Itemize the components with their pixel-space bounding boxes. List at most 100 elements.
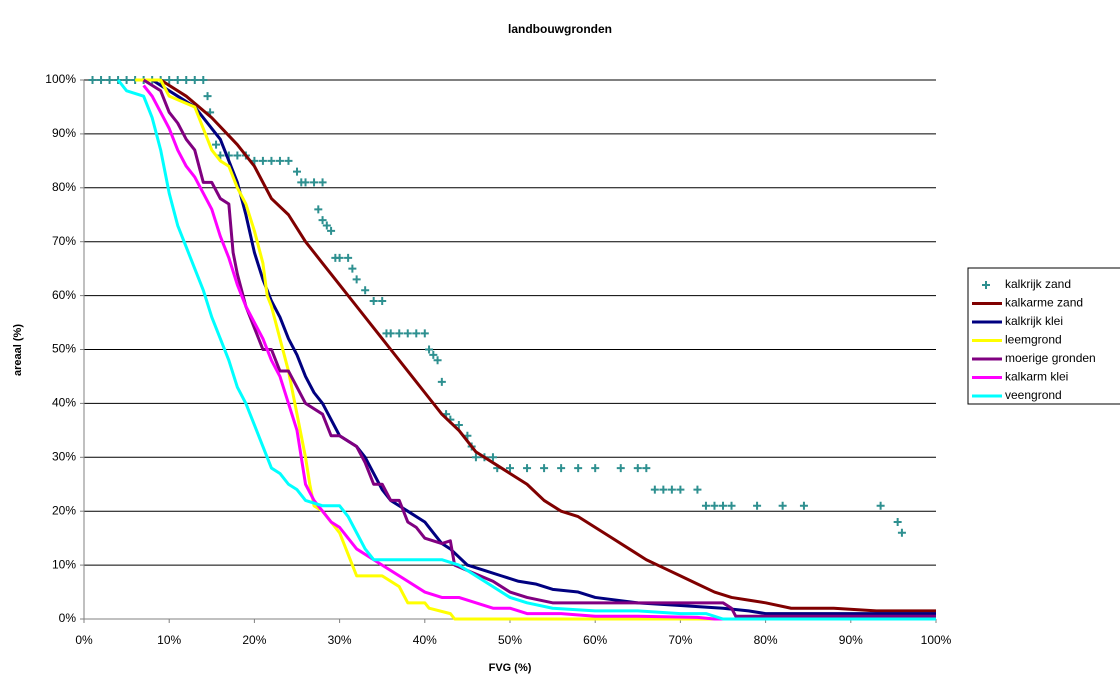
marker [348, 264, 357, 273]
marker [344, 253, 353, 262]
marker [425, 345, 434, 354]
marker [386, 329, 395, 338]
marker [701, 501, 710, 510]
legend-label: kalkrijk zand [1005, 277, 1071, 291]
marker [369, 296, 378, 305]
series-line [142, 84, 936, 621]
marker [122, 76, 131, 84]
marker [540, 464, 549, 473]
marker [667, 485, 676, 494]
marker [322, 221, 331, 230]
marker [727, 501, 736, 510]
series-line [142, 78, 936, 618]
legend-label: kalkrijk klei [1005, 314, 1063, 328]
x-tick-label: 50% [498, 633, 522, 647]
marker [105, 76, 114, 84]
marker [616, 464, 625, 473]
marker [659, 485, 668, 494]
x-tick-label: 0% [75, 633, 93, 647]
marker [693, 485, 702, 494]
y-tick-label: 30% [52, 449, 76, 463]
marker [429, 350, 438, 359]
y-tick-label: 100% [45, 72, 76, 86]
x-tick-label: 20% [242, 633, 266, 647]
marker [471, 453, 480, 462]
marker [361, 286, 370, 295]
marker [437, 377, 446, 386]
marker [267, 156, 276, 165]
x-tick-label: 80% [754, 633, 778, 647]
y-tick-label: 40% [52, 396, 76, 410]
marker [488, 453, 497, 462]
legend-label: kalkarm klei [1005, 370, 1068, 384]
series-line [159, 78, 936, 613]
marker [591, 464, 600, 473]
marker [165, 76, 174, 84]
marker [310, 178, 319, 187]
series-line [116, 79, 936, 621]
marker [233, 151, 242, 160]
marker [199, 76, 208, 84]
chart-title: landbouwgronden [508, 22, 612, 36]
marker [378, 296, 387, 305]
series-line [151, 78, 936, 616]
marker [335, 253, 344, 262]
marker [293, 167, 301, 176]
marker [719, 501, 727, 510]
y-tick-label: 10% [52, 557, 76, 571]
legend-marker [982, 281, 990, 289]
marker [318, 178, 327, 187]
marker [258, 156, 267, 165]
marker [412, 329, 421, 338]
marker [182, 76, 191, 84]
marker [676, 485, 685, 494]
marker [284, 156, 293, 165]
y-axis-label: areaal (%) [12, 324, 24, 376]
marker [88, 76, 97, 84]
marker [190, 76, 199, 84]
marker [778, 501, 787, 510]
marker [633, 464, 642, 473]
marker [395, 329, 404, 338]
marker [327, 226, 336, 235]
marker [574, 464, 583, 473]
marker [314, 205, 323, 214]
x-tick-label: 60% [583, 633, 607, 647]
marker [753, 501, 762, 510]
marker [557, 464, 566, 473]
marker [301, 178, 310, 187]
x-tick-label: 10% [157, 633, 181, 647]
marker [275, 156, 284, 165]
y-tick-label: 90% [52, 126, 76, 140]
x-tick-label: 90% [839, 633, 863, 647]
marker [710, 501, 719, 510]
marker [799, 501, 808, 510]
y-tick-label: 70% [52, 234, 76, 248]
marker [203, 92, 212, 101]
marker [506, 464, 514, 473]
y-tick-label: 20% [52, 503, 76, 517]
marker [523, 464, 532, 473]
marker [352, 275, 361, 284]
marker [97, 76, 106, 84]
marker [173, 76, 182, 84]
x-axis-label: FVG (%) [489, 662, 532, 674]
legend-label: kalkarme zand [1005, 296, 1083, 310]
x-tick-label: 40% [413, 633, 437, 647]
marker [897, 528, 906, 537]
y-tick-label: 0% [59, 611, 77, 625]
marker [212, 140, 221, 149]
y-tick-label: 50% [52, 342, 76, 356]
marker [642, 464, 651, 473]
legend-label: leemgrond [1005, 333, 1062, 347]
marker [318, 216, 327, 225]
marker [420, 329, 429, 338]
y-tick-label: 60% [52, 288, 76, 302]
x-tick-label: 70% [668, 633, 692, 647]
legend-label: veengrond [1005, 388, 1062, 402]
marker [433, 356, 442, 365]
marker [893, 517, 902, 526]
marker [403, 329, 412, 338]
